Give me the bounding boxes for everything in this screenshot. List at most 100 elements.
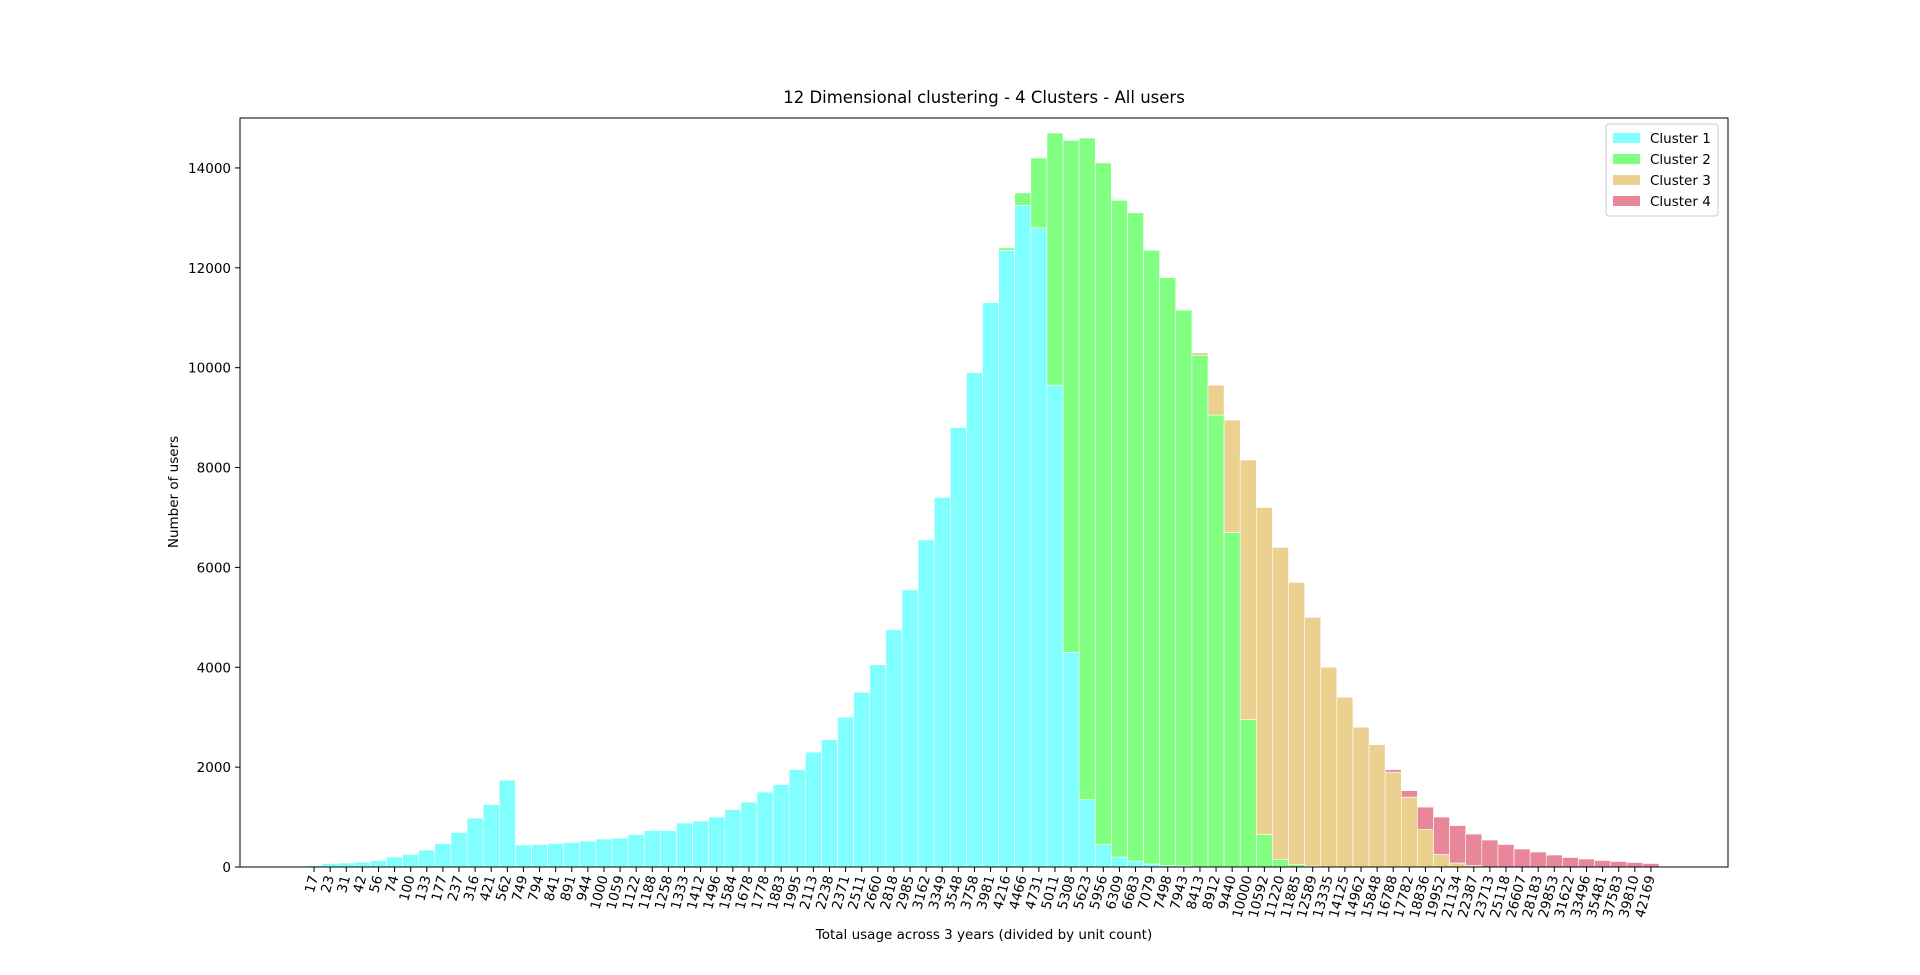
bar — [1030, 227, 1048, 868]
bar — [1207, 414, 1225, 868]
bar — [998, 247, 1016, 251]
series-bars — [1384, 769, 1660, 868]
bar — [1094, 162, 1112, 845]
bar — [740, 801, 758, 868]
bar — [402, 854, 420, 868]
x-tick-label: 42 — [350, 874, 370, 895]
bar — [660, 830, 677, 868]
bar — [1014, 205, 1032, 868]
bar — [595, 838, 613, 868]
bar — [949, 427, 967, 868]
bar — [1304, 617, 1322, 867]
legend-swatch — [1613, 133, 1640, 143]
bar — [643, 830, 661, 868]
bar — [386, 856, 403, 868]
bar — [837, 716, 854, 868]
bar — [1529, 851, 1547, 868]
bar — [1578, 858, 1595, 868]
bar — [1030, 157, 1048, 229]
x-tick-label: 891 — [558, 874, 580, 903]
bar — [1594, 860, 1611, 868]
bar — [1449, 825, 1467, 864]
bar — [1481, 839, 1499, 868]
bar — [1046, 384, 1064, 868]
bar — [466, 817, 484, 868]
y-tick-label: 12000 — [188, 261, 231, 277]
bar — [611, 837, 629, 868]
x-tick-label: 421 — [477, 874, 499, 903]
bar — [627, 834, 645, 868]
bar — [1046, 132, 1064, 386]
bar — [1384, 769, 1402, 773]
bar — [885, 629, 903, 868]
bar — [805, 751, 822, 868]
bar — [1078, 137, 1096, 800]
bar — [515, 844, 532, 868]
x-tick-label: 841 — [541, 874, 563, 903]
series-bars — [998, 132, 1322, 868]
bar — [1497, 844, 1515, 868]
x-tick-label: 74 — [383, 874, 403, 895]
bar — [1207, 384, 1225, 416]
bar — [1014, 192, 1032, 206]
x-tick-label: 237 — [445, 874, 467, 903]
bar — [1127, 212, 1144, 862]
legend-swatch — [1613, 196, 1640, 206]
bar — [1239, 459, 1257, 720]
bar — [917, 539, 935, 868]
bar — [1433, 854, 1450, 868]
bar — [1062, 140, 1080, 653]
bar — [418, 849, 436, 868]
bar — [498, 779, 516, 868]
x-axis-label: Total usage across 3 years (divided by u… — [815, 927, 1152, 943]
legend-label: Cluster 2 — [1650, 152, 1711, 168]
bar — [1336, 696, 1354, 868]
bar — [579, 840, 597, 868]
bar — [1223, 419, 1241, 533]
bar — [1562, 857, 1579, 868]
bar — [1545, 854, 1563, 868]
bar — [547, 843, 565, 868]
bar — [1642, 863, 1660, 868]
bar — [1191, 352, 1209, 356]
y-tick-label: 6000 — [197, 560, 231, 576]
legend-box — [1605, 123, 1719, 217]
y-tick-label: 14000 — [188, 161, 231, 177]
bar — [1223, 532, 1241, 868]
x-tick-label: 944 — [574, 874, 596, 903]
y-axis-label: Number of users — [166, 436, 182, 548]
bar — [933, 497, 951, 868]
x-tick-label: 794 — [525, 874, 547, 903]
bar — [1400, 790, 1418, 798]
bar — [1272, 859, 1289, 868]
bar — [788, 769, 806, 868]
bar — [853, 691, 871, 868]
bar — [1239, 719, 1257, 868]
x-tick-label: 31 — [334, 874, 354, 895]
bar — [1626, 862, 1644, 868]
x-tick-label: 177 — [429, 874, 451, 903]
x-tick-label: 133 — [413, 874, 435, 903]
bar — [1078, 799, 1096, 868]
chart-title: 12 Dimensional clustering - 4 Clusters -… — [783, 88, 1185, 107]
bar — [1272, 547, 1289, 860]
bar — [1465, 833, 1483, 866]
bar — [821, 739, 838, 868]
y-tick-label: 4000 — [197, 660, 231, 676]
bar — [1111, 856, 1128, 868]
y-tick-label: 2000 — [197, 760, 231, 776]
bar — [434, 843, 452, 868]
bar — [1449, 862, 1467, 868]
bar — [1143, 250, 1160, 865]
y-tick-label: 0 — [222, 860, 231, 876]
bar — [1094, 844, 1112, 868]
bar — [531, 844, 548, 868]
x-tick-label: 749 — [509, 874, 531, 903]
x-tick-label: 56 — [366, 874, 386, 895]
bar — [337, 862, 355, 868]
bar — [998, 250, 1016, 868]
bar — [1384, 771, 1402, 868]
bar — [1256, 507, 1273, 835]
bar — [321, 863, 339, 868]
